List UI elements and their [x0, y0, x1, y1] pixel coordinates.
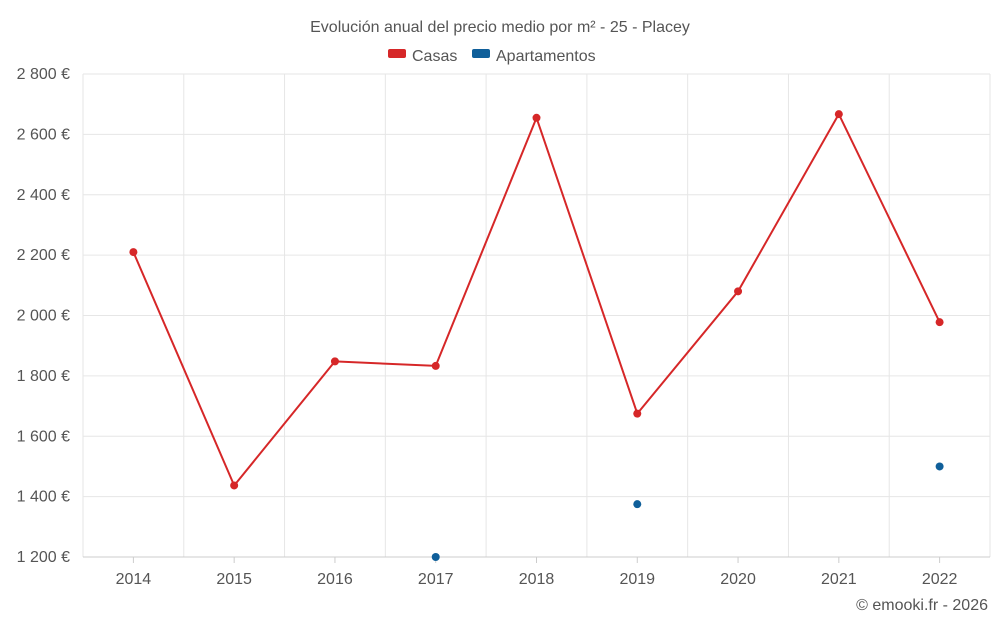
series-layer	[129, 110, 944, 561]
y-axis: 1 200 € 1 400 € 1 600 € 1 800 € 2 000 € 2 200…	[17, 66, 70, 566]
legend-item-casas[interactable]: Casas	[388, 48, 457, 65]
data-point-apartamentos-2022[interactable]	[935, 462, 944, 471]
x-tick-label: 2022	[922, 571, 958, 588]
data-point-apartamentos-2017[interactable]	[431, 553, 440, 561]
legend-item-apartamentos[interactable]: Apartamentos	[472, 48, 596, 65]
series-line-casas	[132, 111, 941, 488]
y-tick-label: 1 200 €	[17, 549, 70, 566]
legend-label-casas: Casas	[412, 48, 457, 65]
x-axis: 2014 2015 2016 2017 2018 2019 2020 2021 2022	[83, 556, 990, 588]
data-point-casas-2019[interactable]	[633, 409, 642, 418]
x-tick-label: 2019	[619, 571, 655, 588]
data-point-casas-2014[interactable]	[129, 248, 138, 257]
legend: Casas Apartamentos	[388, 48, 596, 65]
data-point-casas-2015[interactable]	[230, 481, 239, 490]
x-tick-label: 2017	[418, 571, 454, 588]
x-tick-label: 2021	[821, 571, 857, 588]
data-point-casas-2020[interactable]	[734, 287, 743, 296]
legend-swatch-apartamentos	[472, 49, 490, 58]
y-tick-label: 1 600 €	[17, 428, 70, 445]
legend-label-apartamentos: Apartamentos	[496, 48, 596, 65]
x-tick-label: 2015	[216, 571, 252, 588]
x-tick-label: 2014	[116, 571, 152, 588]
chart-title: Evolución anual del precio medio por m² …	[310, 19, 690, 36]
x-tick-label: 2018	[519, 571, 555, 588]
y-tick-label: 2 200 €	[17, 247, 70, 264]
data-point-casas-2016[interactable]	[330, 357, 339, 366]
series-apartamentos	[431, 462, 944, 561]
series-casas	[129, 110, 944, 490]
x-tick-label: 2020	[720, 571, 756, 588]
y-tick-label: 2 000 €	[17, 308, 70, 325]
grid	[82, 73, 991, 558]
y-tick-label: 1 800 €	[17, 368, 70, 385]
y-tick-label: 2 400 €	[17, 187, 70, 204]
y-tick-label: 2 600 €	[17, 126, 70, 143]
credit-text: © emooki.fr - 2026	[856, 597, 988, 614]
data-point-apartamentos-2019[interactable]	[633, 500, 642, 509]
data-point-casas-2021[interactable]	[834, 110, 843, 119]
data-point-casas-2022[interactable]	[935, 318, 944, 327]
y-tick-label: 2 800 €	[17, 66, 70, 83]
data-point-casas-2017[interactable]	[431, 361, 440, 370]
y-tick-label: 1 400 €	[17, 489, 70, 506]
x-tick-label: 2016	[317, 571, 353, 588]
legend-swatch-casas	[388, 49, 406, 58]
data-point-casas-2018[interactable]	[532, 113, 541, 122]
